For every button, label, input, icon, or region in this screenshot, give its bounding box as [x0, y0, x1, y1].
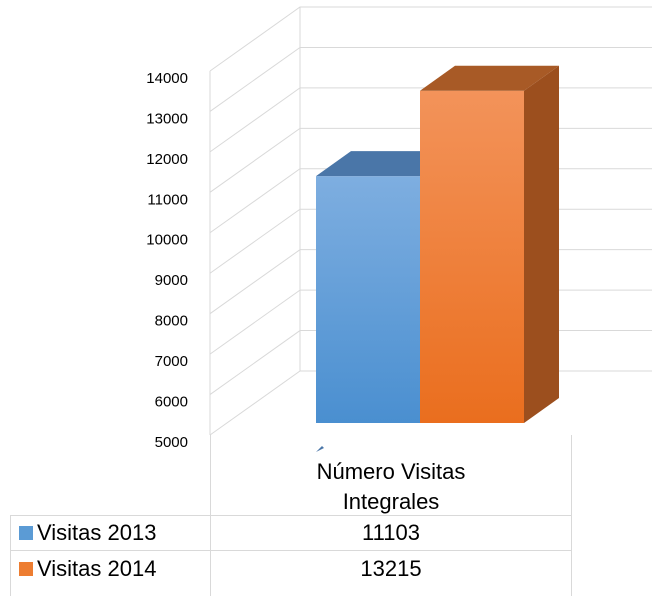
- bar-front: [420, 90, 524, 423]
- y-tick-label: 8000: [155, 313, 188, 330]
- value-cell: 13215: [210, 550, 572, 596]
- legend-label: Visitas 2014: [37, 555, 157, 581]
- legend-cell: Visitas 2013: [10, 515, 211, 550]
- bar: [420, 65, 559, 423]
- y-tick-label: 14000: [146, 70, 188, 87]
- y-tick-label: 10000: [146, 232, 188, 249]
- legend-cell: Visitas 2014: [10, 550, 211, 596]
- category-cell: Número Visitas Integrales: [210, 435, 572, 516]
- legend-label: Visitas 2013: [37, 520, 157, 545]
- y-tick-label: 11000: [147, 191, 188, 208]
- y-tick-label: 6000: [155, 394, 188, 411]
- bar-top: [420, 65, 559, 91]
- value-cell: 11103: [210, 515, 572, 550]
- grid-line: [209, 46, 652, 112]
- legend-swatch: [19, 526, 33, 540]
- grid-line: [209, 6, 652, 72]
- axis-marker: [316, 446, 324, 452]
- legend-swatch: [19, 561, 33, 576]
- bar-side: [524, 65, 559, 423]
- y-tick-label: 5000: [155, 434, 188, 451]
- y-tick-label: 13000: [146, 110, 188, 127]
- y-tick-label: 9000: [155, 272, 188, 289]
- y-tick-label: 7000: [155, 353, 188, 370]
- bar-front: [316, 176, 420, 423]
- y-tick-label: 12000: [146, 151, 188, 168]
